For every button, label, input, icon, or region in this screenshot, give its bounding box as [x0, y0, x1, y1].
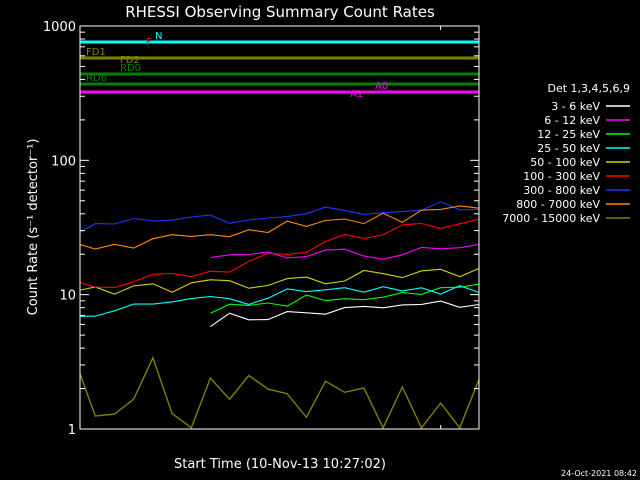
plot-frame [79, 25, 480, 430]
legend-label-2: 12 - 25 keV [537, 128, 600, 141]
footer-date: 24-Oct-2021 08:42 [561, 469, 637, 478]
y-tick-label-2: 100 [51, 154, 76, 169]
y-tick-label-1: 10 [59, 289, 76, 304]
legend-label-4: 50 - 100 keV [530, 156, 600, 169]
legend-label-1: 6 - 12 keV [544, 114, 600, 127]
y-tick-label-3: 1000 [43, 20, 76, 35]
x-axis-label: Start Time (10-Nov-13 10:27:02) [174, 457, 386, 472]
flag-label-N: N [155, 31, 162, 42]
flag-label-FD2: FD2 [120, 55, 140, 66]
flag-label-FD1: FD1 [86, 47, 106, 58]
y-axis-label: Count Rate (s⁻¹ detector⁻¹) [26, 139, 41, 316]
flag-label-F: F [146, 37, 152, 48]
legend-header: Det 1,3,4,5,6,9 [547, 82, 630, 95]
chart-title: RHESSI Observing Summary Count Rates [125, 3, 435, 21]
flag-label-RD0: RD0 [120, 63, 141, 74]
legend-label-5: 100 - 300 keV [523, 170, 600, 183]
legend-label-7: 800 - 7000 keV [516, 198, 600, 211]
flag-label-A0: A0 [375, 81, 388, 92]
legend-label-8: 7000 - 15000 keV [502, 212, 600, 225]
legend-label-6: 300 - 800 keV [523, 184, 600, 197]
flag-label-RD6: RD6 [86, 73, 107, 84]
series-line-8-0 [80, 355, 479, 429]
legend-label-3: 25 - 50 keV [537, 142, 600, 155]
flag-label-A1: A1 [350, 89, 363, 100]
legend-label-0: 3 - 6 keV [551, 100, 600, 113]
y-tick-label-0: 1 [68, 423, 76, 438]
